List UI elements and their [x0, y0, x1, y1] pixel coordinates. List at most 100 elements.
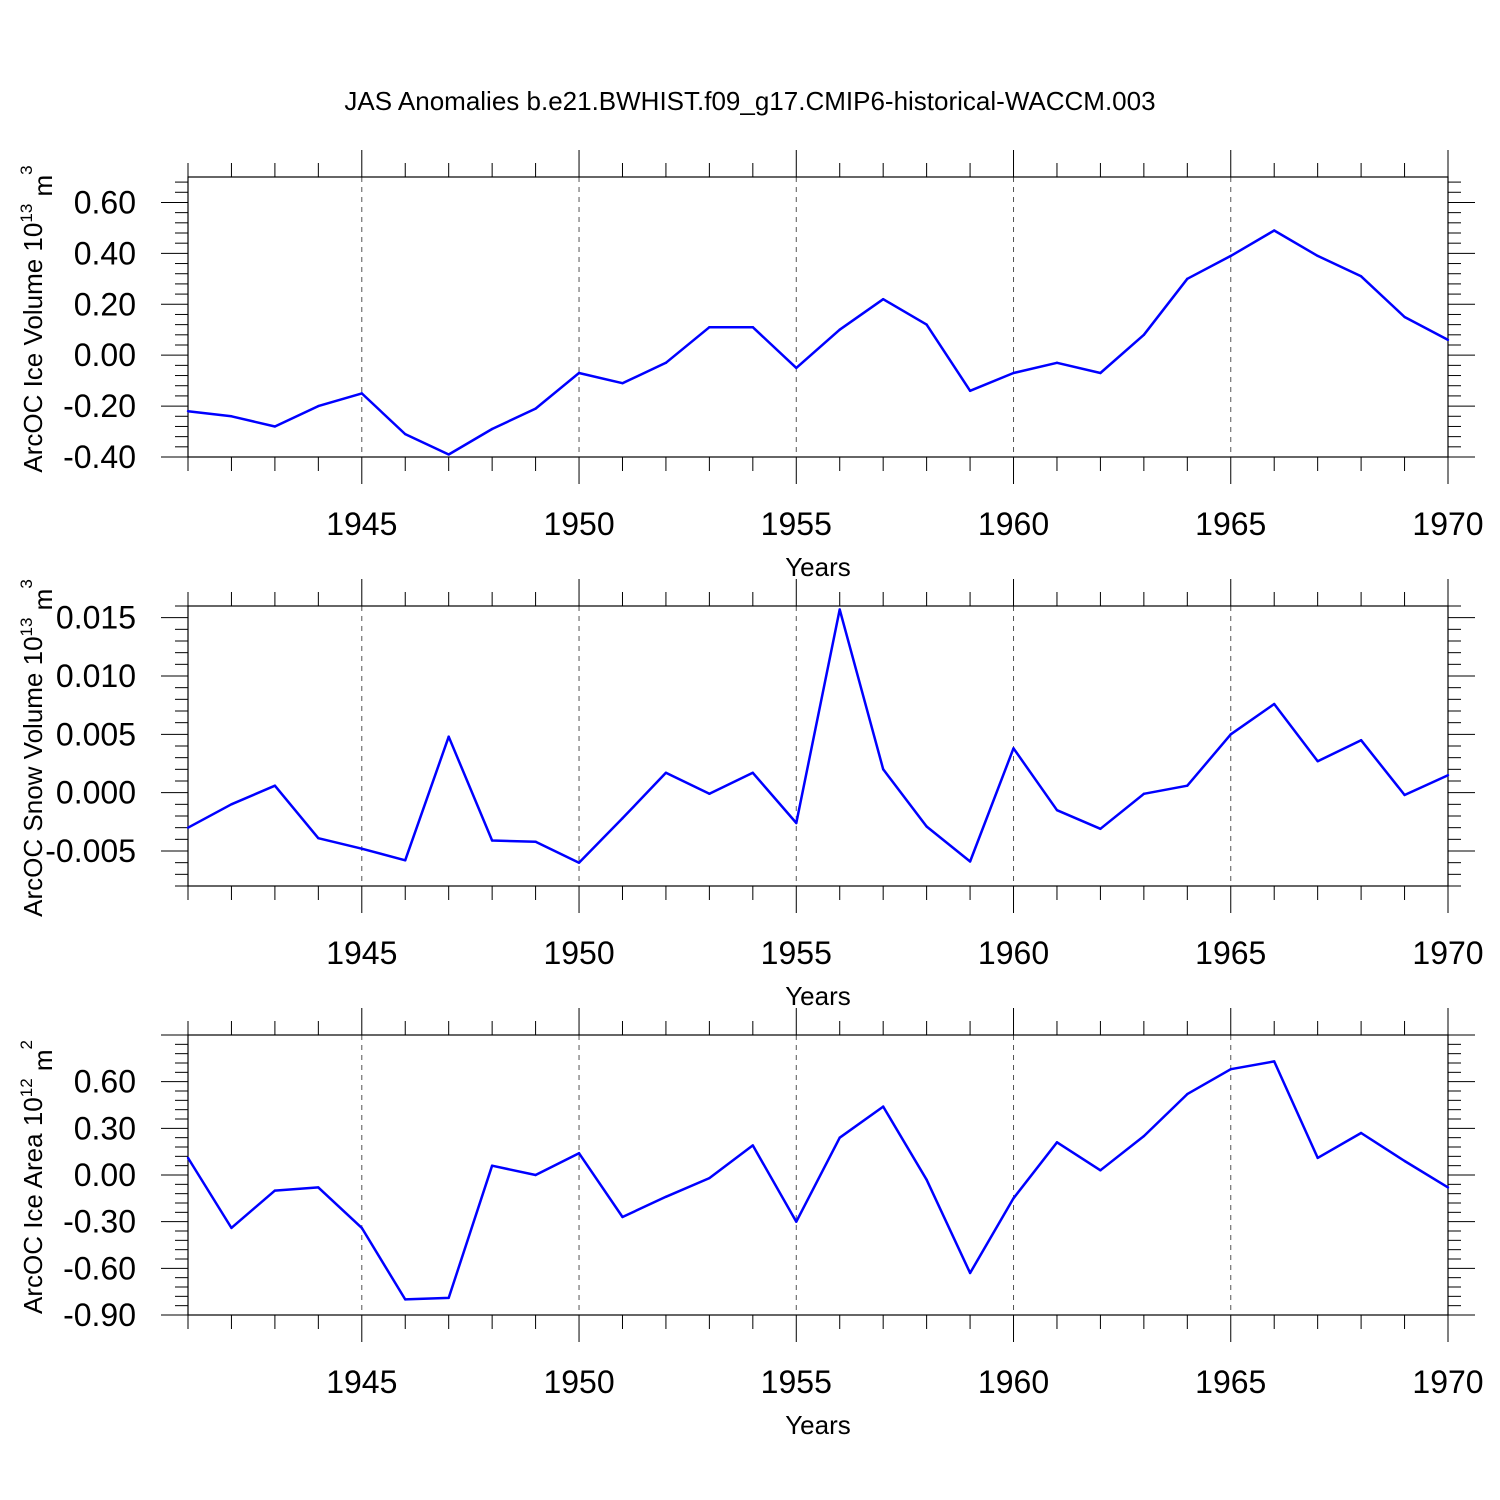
data-point: [621, 817, 624, 820]
data-point: [968, 389, 972, 393]
y-tick-label: -0.40: [63, 439, 136, 475]
x-tick-label: 1965: [1195, 1364, 1266, 1400]
x-tick-label: 1960: [978, 935, 1049, 971]
data-point: [230, 803, 233, 806]
data-point: [1403, 315, 1406, 319]
data-point: [1229, 254, 1232, 258]
data-point: [404, 859, 407, 862]
data-point: [1273, 702, 1276, 706]
y-tick-label: -0.60: [63, 1250, 136, 1286]
data-point: [1142, 792, 1146, 796]
data-point: [1186, 784, 1189, 787]
data-point: [186, 1156, 190, 1160]
data-point: [1142, 1134, 1146, 1138]
data-point: [1273, 229, 1276, 232]
x-tick-label: 1965: [1195, 935, 1266, 971]
data-point: [795, 366, 798, 370]
series-line: [186, 1060, 1449, 1301]
data-point: [664, 771, 668, 775]
data-point: [1186, 277, 1189, 281]
y-tick-label: 0.60: [74, 184, 136, 220]
y-axis-title-part: m: [28, 1049, 58, 1078]
data-point: [273, 1189, 277, 1192]
data-point: [360, 847, 363, 850]
data-point: [881, 297, 885, 301]
y-axis-title-part: 2: [17, 1040, 36, 1049]
x-tick-label: 1970: [1412, 506, 1483, 542]
main-title: JAS Anomalies b.e21.BWHIST.f09_g17.CMIP6…: [344, 86, 1155, 116]
x-tick-label: 1970: [1412, 935, 1483, 971]
series-line: [187, 229, 1449, 456]
data-point: [621, 381, 624, 385]
data-point: [186, 826, 190, 829]
data-point: [1446, 1186, 1450, 1189]
data-point: [1446, 338, 1450, 342]
data-point: [1055, 1141, 1059, 1144]
data-point: [881, 1105, 885, 1108]
data-point: [1316, 1156, 1319, 1160]
y-axis-title-part: 3: [17, 165, 36, 174]
y-tick-label: 0.40: [74, 235, 136, 271]
plot-frame: [187, 176, 1449, 458]
data-point: [490, 427, 494, 431]
x-tick-label: 1960: [978, 1364, 1049, 1400]
x-tick-label: 1950: [543, 1364, 614, 1400]
data-point: [1403, 1159, 1406, 1163]
data-point: [1012, 1197, 1015, 1200]
data-point: [925, 323, 928, 326]
data-point: [751, 1144, 755, 1147]
data-point: [708, 792, 711, 796]
data-point: [751, 325, 755, 329]
y-axis-title-part: 12: [17, 1078, 36, 1097]
y-axis-title-part: 13: [17, 618, 36, 637]
data-point: [838, 608, 841, 611]
y-axis-title-part: ArcOC Ice Volume 10: [18, 223, 48, 473]
data-point: [534, 407, 537, 410]
data-point: [968, 860, 972, 863]
data-point: [404, 432, 407, 436]
y-tick-label: -0.30: [63, 1204, 136, 1240]
data-point: [577, 371, 581, 375]
x-tick-label: 1955: [761, 506, 832, 542]
data-point: [1316, 254, 1319, 258]
data-point: [317, 1186, 320, 1189]
data-point: [360, 392, 363, 395]
data-point: [708, 325, 711, 329]
chart-panel-3: -0.90 -0.60 -0.30 0.00 0.30 0.60 1945 1950 1955 1…: [17, 1008, 1484, 1440]
data-point: [1099, 827, 1102, 831]
x-tick-label: 1960: [978, 506, 1049, 542]
x-tick-label: 1970: [1412, 1364, 1483, 1400]
data-point: [404, 1298, 407, 1301]
data-point: [621, 1215, 624, 1219]
y-axis-title-part: ArcOC Snow Volume 10: [18, 636, 48, 916]
data-point: [186, 409, 190, 413]
data-point: [273, 784, 277, 787]
y-tick-label: 0.010: [56, 658, 136, 694]
data-point: [490, 1164, 494, 1167]
data-point: [1012, 371, 1015, 375]
y-axis-title-part: ArcOC Ice Area 10: [18, 1097, 48, 1314]
data-point: [273, 425, 277, 428]
y-tick-label: 0.015: [56, 600, 136, 636]
data-point: [1229, 1068, 1232, 1071]
y-tick-label: 0.000: [56, 775, 136, 811]
y-axis-title-part: m: [28, 175, 58, 204]
data-point: [925, 1178, 928, 1181]
data-point: [968, 1271, 972, 1275]
data-point: [490, 839, 494, 842]
data-point: [838, 1136, 841, 1139]
y-axis-title-part: m: [28, 589, 58, 618]
y-tick-label: 0.00: [74, 1157, 136, 1193]
x-tick-label: 1945: [326, 935, 397, 971]
y-axis-title: ArcOC Ice Volume 1013 m3: [17, 165, 58, 472]
data-point: [1359, 1131, 1363, 1135]
chart-panel-1: -0.40 -0.20 0.00 0.20 0.40 0.60 1945 1950 1955 19…: [17, 150, 1484, 582]
data-point: [1012, 747, 1015, 750]
data-point: [795, 821, 798, 825]
data-point: [1229, 733, 1232, 736]
data-point: [838, 328, 841, 331]
y-tick-label: -0.20: [63, 388, 136, 424]
data-point: [447, 453, 450, 456]
y-axis-title-part: 3: [17, 579, 36, 588]
